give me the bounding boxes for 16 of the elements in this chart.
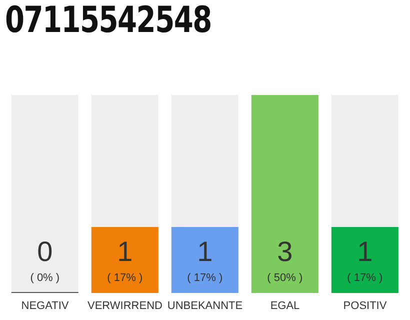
annotation: ( 50% )	[267, 272, 303, 284]
x-tick-label: POSITIV	[343, 300, 388, 312]
data-label: 0	[37, 236, 53, 267]
data-label: 1	[197, 236, 213, 267]
x-tick-label: EGAL	[270, 300, 300, 312]
annotation: ( 17% )	[107, 272, 143, 284]
data-label: 3	[277, 236, 293, 267]
chart-title: 07115542548	[5, 0, 212, 41]
x-tick-label: NEGATIV	[21, 300, 70, 312]
annotation: ( 0% )	[30, 272, 60, 284]
data-label: 1	[357, 236, 373, 267]
x-tick-label: VERWIRREND	[88, 300, 163, 312]
annotation: ( 17% )	[347, 272, 383, 284]
x-tick-label: UNBEKANNTE	[167, 300, 243, 312]
data-label: 1	[117, 236, 133, 267]
annotation: ( 17% )	[187, 272, 223, 284]
